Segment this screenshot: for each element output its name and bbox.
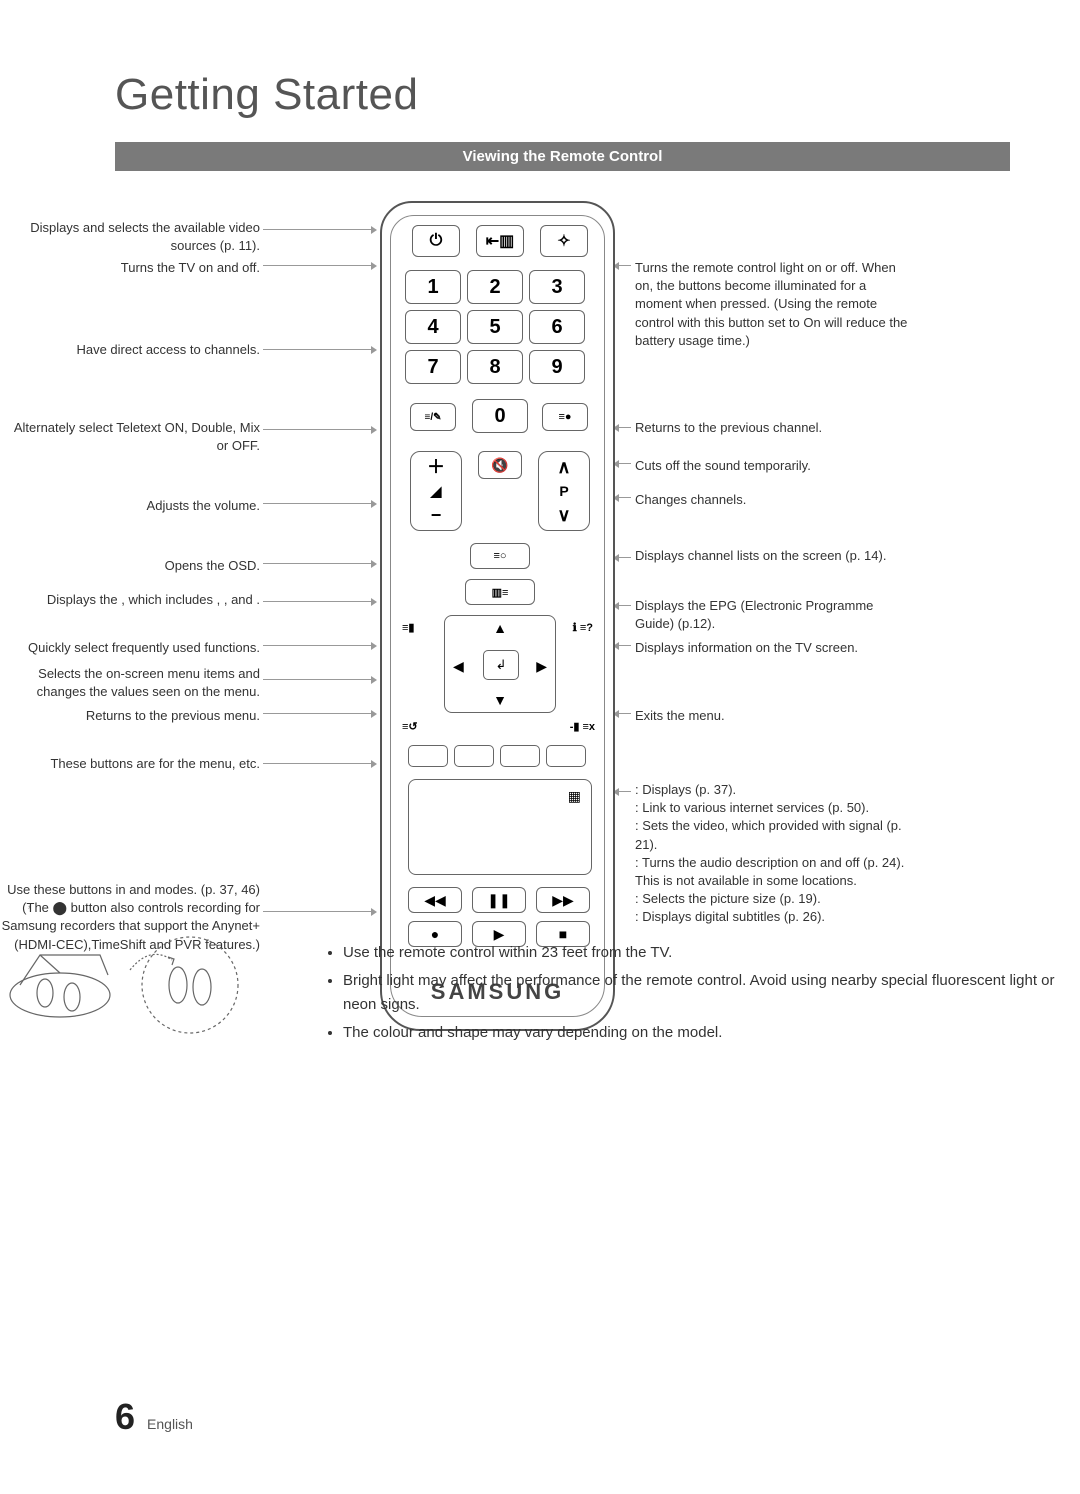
info-label: ℹ ≡? [573, 621, 593, 634]
callout-right: Turns the remote control light on or off… [635, 259, 910, 350]
color-c-button [500, 745, 540, 767]
guide-button: ▥≡ [465, 579, 535, 605]
return-label: ≡↺ [402, 720, 418, 733]
callout-left: Alternately select Teletext ON, Double, … [0, 419, 260, 455]
ttx-button: ≡/✎ [410, 403, 456, 431]
lead-line [263, 679, 373, 680]
battery-section: , Use the remote control within 23 feet … [0, 895, 1080, 916]
callout-right: Returns to the previous channel. [635, 419, 910, 437]
lead-line [617, 557, 631, 558]
vol-label: ◢ [431, 483, 442, 500]
page-title: Getting Started [115, 70, 1010, 120]
lead-line [263, 601, 373, 602]
note-bullet-item: The colour and shape may vary depending … [343, 1021, 1080, 1045]
note-bullet-item: Use the remote control within 23 feet fr… [343, 941, 1080, 965]
app-icon: ▦ [568, 788, 581, 805]
callout-left: These buttons are for the menu, etc. [0, 755, 260, 773]
nav-left-icon: ◀ [453, 658, 464, 675]
num-7-button: 7 [405, 350, 461, 384]
callout-left: Quickly select frequently used functions… [0, 639, 260, 657]
light-icon: ✧ [557, 231, 570, 251]
lead-line [617, 427, 631, 428]
volume-rocker: ＋ ◢ − [410, 451, 462, 531]
lead-line [617, 791, 631, 792]
source-button: ⇤▥ [476, 225, 524, 257]
color-b-button [454, 745, 494, 767]
ch-up-icon: ∧ [557, 458, 570, 476]
note-bullet-item: Bright light may affect the performance … [343, 969, 1080, 1017]
nav-down-icon: ▼ [493, 692, 507, 708]
callout-left: Turns the TV on and off. [0, 259, 260, 277]
num-8-button: 8 [467, 350, 523, 384]
channel-rocker: ∧ P ∨ [538, 451, 590, 531]
color-a-button [408, 745, 448, 767]
exit-label: -▮ ≡x [570, 720, 595, 733]
callout-left: Opens the OSD. [0, 557, 260, 575]
callout-left: Displays and selects the available video… [0, 219, 260, 255]
lead-line [617, 713, 631, 714]
ch-label: P [559, 483, 568, 499]
num-4-button: 4 [405, 310, 461, 344]
ch-down-icon: ∨ [557, 506, 570, 524]
power-button: ⏻ [412, 225, 460, 257]
callout-left: Displays the , which includes , , and . [0, 591, 260, 609]
lead-line [617, 265, 631, 266]
battery-illustration [0, 915, 260, 1045]
callout-left: Adjusts the volume. [0, 497, 260, 515]
callout-left: Returns to the previous menu. [0, 707, 260, 725]
lead-line [617, 463, 631, 464]
lead-line [263, 563, 373, 564]
callout-right: Displays channel lists on the screen (p.… [635, 547, 910, 565]
num-2-button: 2 [467, 270, 523, 304]
lead-line [263, 503, 373, 504]
section-title-bar: Viewing the Remote Control [115, 142, 1010, 171]
numpad: 123 456 789 [402, 267, 597, 387]
nav-enter-button: ↲ [483, 650, 519, 680]
power-icon: ⏻ [430, 232, 443, 250]
vol-up-icon: ＋ [427, 458, 445, 476]
lead-line [263, 763, 373, 764]
lead-line [617, 497, 631, 498]
menu-button: ≡○ [470, 543, 530, 569]
lead-line [263, 265, 373, 266]
num-5-button: 5 [467, 310, 523, 344]
callout-right: Exits the menu. [635, 707, 910, 725]
callout-right: Cuts off the sound temporarily. [635, 457, 910, 475]
lead-line [263, 645, 373, 646]
lead-line [263, 713, 373, 714]
tools-label: ≡▮ [402, 621, 414, 634]
color-d-button [546, 745, 586, 767]
mute-icon: 🔇 [491, 457, 508, 474]
light-button: ✧ [540, 225, 588, 257]
lead-line [617, 605, 631, 606]
callout-right: Displays the EPG (Electronic Programme G… [635, 597, 910, 633]
lead-line [263, 349, 373, 350]
callout-left: Selects the on-screen menu items and cha… [0, 665, 260, 701]
callout-left: Have direct access to channels. [0, 341, 260, 359]
num-1-button: 1 [405, 270, 461, 304]
page-number: 6 [115, 1396, 135, 1438]
lead-line [263, 229, 373, 230]
nav-pad: ▲ ▼ ◀ ▶ ↲ [444, 615, 556, 713]
lead-line [617, 645, 631, 646]
num-6-button: 6 [529, 310, 585, 344]
callout-right: Changes channels. [635, 491, 910, 509]
page-footer: 6 English [115, 1396, 193, 1438]
num-9-button: 9 [529, 350, 585, 384]
vol-down-icon: − [431, 506, 442, 524]
mute-button: 🔇 [478, 451, 522, 479]
note-bullets: Use the remote control within 23 feet fr… [325, 941, 1080, 1049]
page-language: English [147, 1416, 193, 1432]
callout-right: Displays information on the TV screen. [635, 639, 910, 657]
num-0-button: 0 [472, 399, 528, 433]
color-buttons-row [408, 745, 586, 767]
nav-up-icon: ▲ [493, 620, 507, 636]
nav-right-icon: ▶ [536, 658, 547, 675]
prech-button: ≡● [542, 403, 588, 431]
source-icon: ⇤▥ [486, 231, 515, 251]
lead-line [263, 429, 373, 430]
app-pad: ▦ [408, 779, 592, 875]
num-3-button: 3 [529, 270, 585, 304]
battery-subtitle: , [28, 895, 1080, 910]
